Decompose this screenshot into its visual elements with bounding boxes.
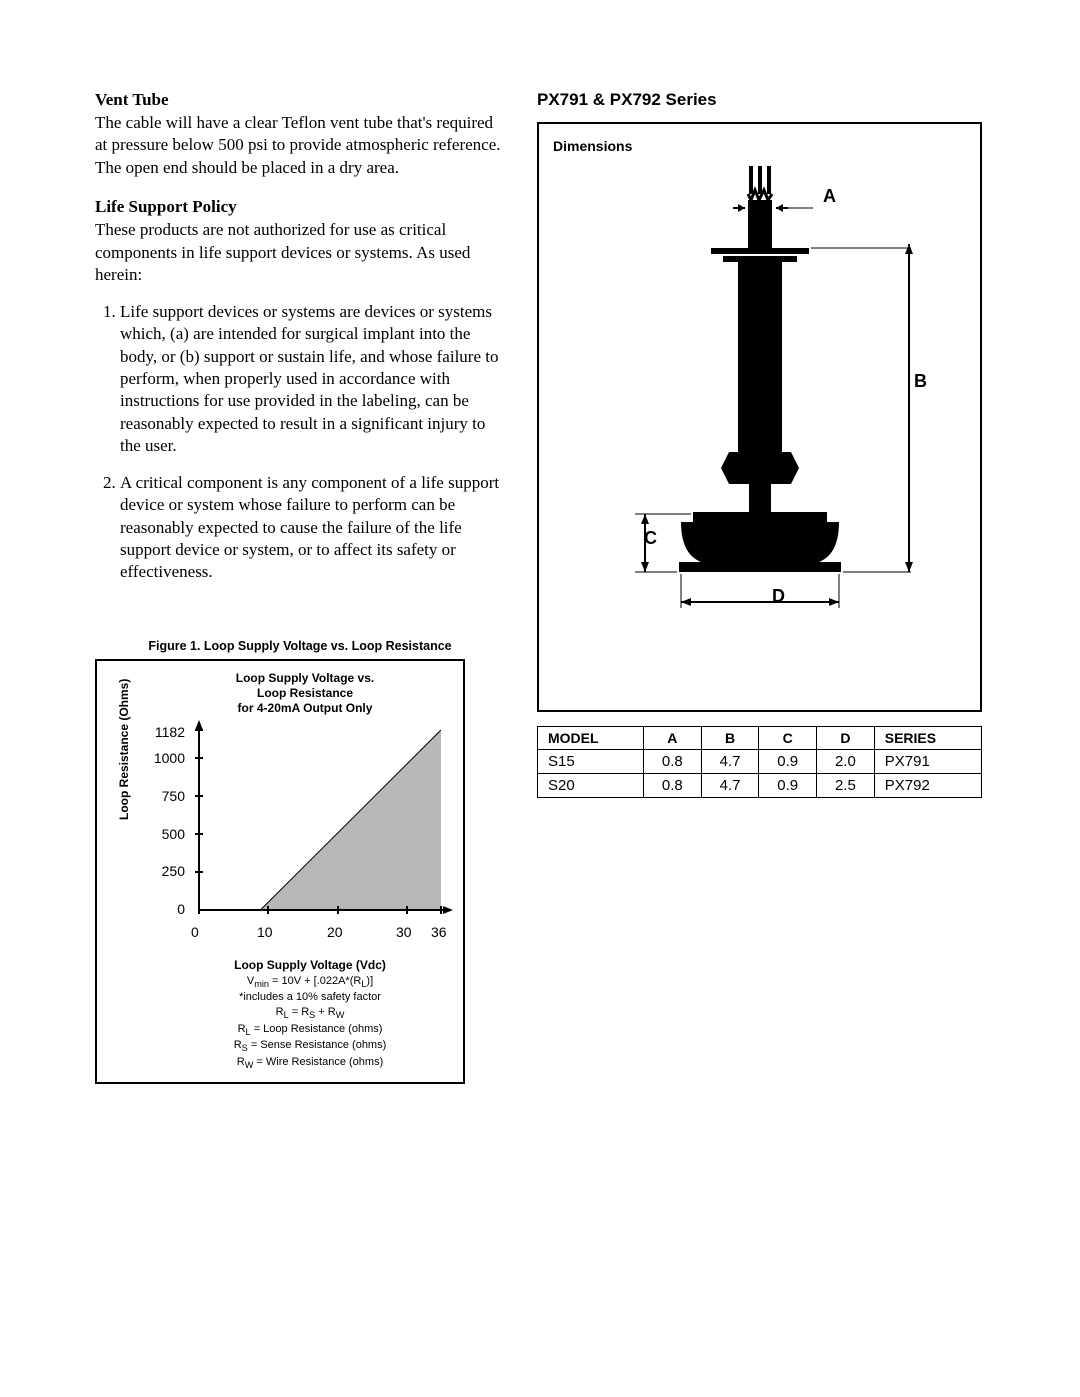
chart-box: Loop Supply Voltage vs. Loop Resistance … <box>95 659 465 1084</box>
x-tick-label: 30 <box>396 924 412 940</box>
life-support-intro: These products are not authorized for us… <box>95 219 505 286</box>
table-header: MODEL <box>538 727 644 750</box>
table-header: D <box>817 727 875 750</box>
sensor-illustration-icon <box>553 138 968 698</box>
y-tick-label: 0 <box>115 901 185 917</box>
y-tick-label: 1000 <box>115 750 185 766</box>
life-support-title: Life Support Policy <box>95 197 505 217</box>
y-tick-label: 250 <box>115 863 185 879</box>
table-row: S15 0.8 4.7 0.9 2.0 PX791 <box>538 750 982 774</box>
table-cell: 4.7 <box>701 750 759 774</box>
table-cell: 2.0 <box>817 750 875 774</box>
list-item: Life support devices or systems are devi… <box>120 301 505 458</box>
dimensions-figure: Dimensions A B C D <box>537 122 982 712</box>
policy-list: Life support devices or systems are devi… <box>95 301 505 584</box>
table-header: SERIES <box>874 727 981 750</box>
x-axis-label: Loop Supply Voltage (Vdc) <box>169 958 451 972</box>
list-item: A critical component is any component of… <box>120 472 505 584</box>
dimensions-table: MODEL A B C D SERIES S15 0.8 4.7 0.9 2.0… <box>537 726 982 798</box>
series-title: PX791 & PX792 Series <box>537 90 982 110</box>
x-tick-label: 20 <box>327 924 343 940</box>
table-cell: PX792 <box>874 774 981 798</box>
table-cell: S15 <box>538 750 644 774</box>
table-cell: 2.5 <box>817 774 875 798</box>
table-cell: S20 <box>538 774 644 798</box>
table-cell: 0.9 <box>759 750 817 774</box>
y-tick-label: 1182 <box>115 724 185 740</box>
y-tick-label: 500 <box>115 826 185 842</box>
table-cell: 0.8 <box>644 774 702 798</box>
figure-caption: Figure 1. Loop Supply Voltage vs. Loop R… <box>95 639 505 653</box>
table-header: A <box>644 727 702 750</box>
table-header: C <box>759 727 817 750</box>
x-tick-label: 0 <box>191 924 199 940</box>
y-tick-label: 750 <box>115 788 185 804</box>
formula-block: Vmin = 10V + [.022A*(RL)] *includes a 10… <box>169 974 451 1072</box>
table-header-row: MODEL A B C D SERIES <box>538 727 982 750</box>
x-tick-label: 10 <box>257 924 273 940</box>
chart-title: Loop Supply Voltage vs. Loop Resistance … <box>159 671 451 716</box>
chart-area: Loop Resistance (Ohms) 1182 1000 750 500… <box>109 720 451 930</box>
table-cell: PX791 <box>874 750 981 774</box>
table-row: S20 0.8 4.7 0.9 2.5 PX792 <box>538 774 982 798</box>
x-tick-label: 36 <box>431 924 447 940</box>
table-cell: 4.7 <box>701 774 759 798</box>
chart-plot-icon <box>191 720 453 920</box>
vent-tube-text: The cable will have a clear Teflon vent … <box>95 112 505 179</box>
table-cell: 0.8 <box>644 750 702 774</box>
vent-tube-title: Vent Tube <box>95 90 505 110</box>
table-cell: 0.9 <box>759 774 817 798</box>
table-header: B <box>701 727 759 750</box>
